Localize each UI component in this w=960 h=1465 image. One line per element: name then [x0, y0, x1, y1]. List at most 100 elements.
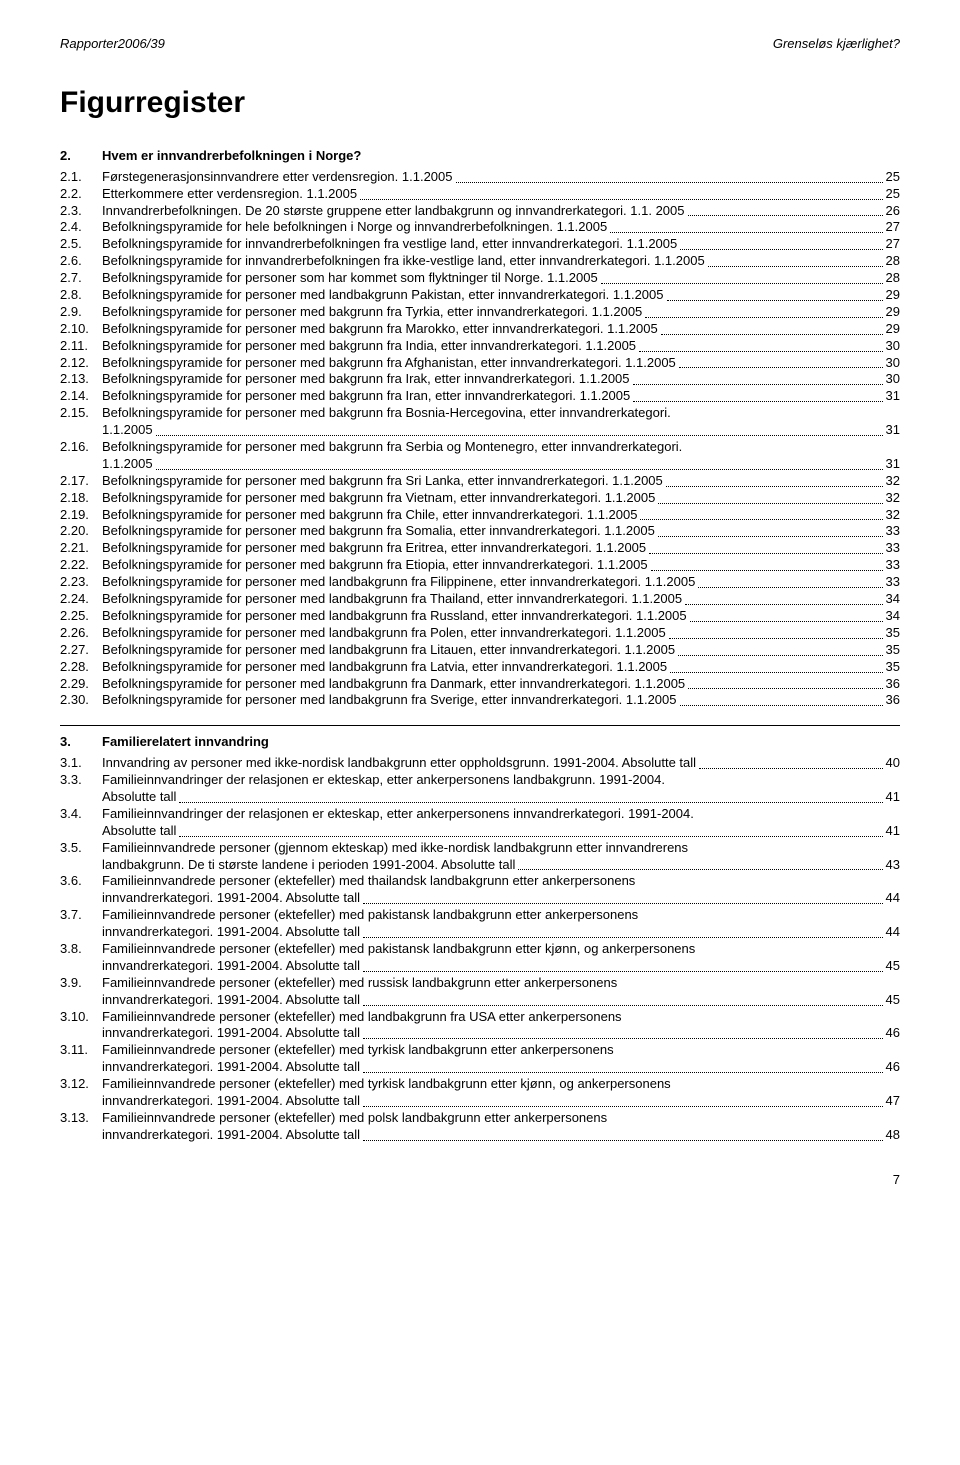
- entry-page: 25: [886, 169, 900, 186]
- entry-page: 31: [886, 388, 900, 405]
- leader-dots: [156, 435, 883, 436]
- leader-dots: [685, 604, 882, 605]
- leader-dots: [679, 367, 883, 368]
- entry-text: Førstegenerasjonsinnvandrere etter verde…: [102, 169, 453, 186]
- entry-text: Familieinnvandrede personer (ektefeller)…: [102, 1009, 622, 1026]
- leader-dots: [658, 536, 883, 537]
- entry-page: 30: [886, 371, 900, 388]
- toc-entry-cont: Absolutte tall41: [60, 823, 900, 840]
- entry-number: 3.9.: [60, 975, 102, 992]
- entry-page: 29: [886, 304, 900, 321]
- section-title: Familierelatert innvandring: [102, 734, 269, 751]
- toc-entry: 3.8.Familieinnvandrede personer (ektefel…: [60, 941, 900, 958]
- entry-text: Familieinnvandrede personer (ektefeller)…: [102, 1110, 607, 1127]
- toc-entry: 2.15.Befolkningspyramide for personer me…: [60, 405, 900, 422]
- entry-number: 2.24.: [60, 591, 102, 608]
- leader-dots: [680, 705, 883, 706]
- toc-entry: 2.23.Befolkningspyramide for personer me…: [60, 574, 900, 591]
- entry-text: Familieinnvandrede personer (gjennom ekt…: [102, 840, 688, 857]
- toc-entry: 3.6.Familieinnvandrede personer (ektefel…: [60, 873, 900, 890]
- toc-entry: 2.29.Befolkningspyramide for personer me…: [60, 676, 900, 693]
- entry-page: 27: [886, 236, 900, 253]
- entry-page: 41: [886, 823, 900, 840]
- toc-entry: 2.24.Befolkningspyramide for personer me…: [60, 591, 900, 608]
- toc-entry-cont: innvandrerkategori. 1991-2004. Absolutte…: [60, 1127, 900, 1144]
- entry-page: 35: [886, 642, 900, 659]
- entry-page: 33: [886, 557, 900, 574]
- leader-dots: [601, 283, 883, 284]
- toc-entry: 2.25.Befolkningspyramide for personer me…: [60, 608, 900, 625]
- entry-text: Befolkningspyramide for personer med bak…: [102, 388, 630, 405]
- header-left: Rapporter2006/39: [60, 36, 165, 53]
- entry-number: 3.6.: [60, 873, 102, 890]
- leader-dots: [456, 182, 883, 183]
- section-title: Hvem er innvandrerbefolkningen i Norge?: [102, 148, 361, 165]
- entry-number: 2.1.: [60, 169, 102, 186]
- entry-text-cont: innvandrerkategori. 1991-2004. Absolutte…: [102, 1127, 360, 1144]
- entry-page: 36: [886, 676, 900, 693]
- entry-page: 32: [886, 473, 900, 490]
- section-number: 3.: [60, 734, 102, 751]
- entry-number: 3.13.: [60, 1110, 102, 1127]
- entry-text: Etterkommere etter verdensregion. 1.1.20…: [102, 186, 357, 203]
- entry-text-cont: 1.1.2005: [102, 422, 153, 439]
- entry-number: 2.15.: [60, 405, 102, 422]
- entry-number: 3.5.: [60, 840, 102, 857]
- entry-page: 46: [886, 1025, 900, 1042]
- toc-entry: 2.28.Befolkningspyramide for personer me…: [60, 659, 900, 676]
- entry-text: Familieinnvandrede personer (ektefeller)…: [102, 907, 638, 924]
- toc-entry-cont: innvandrerkategori. 1991-2004. Absolutte…: [60, 1025, 900, 1042]
- entry-text: Befolkningspyramide for personer med bak…: [102, 371, 630, 388]
- entry-text: Befolkningspyramide for innvandrerbefolk…: [102, 253, 705, 270]
- section-number: 2.: [60, 148, 102, 165]
- leader-dots: [670, 672, 882, 673]
- entry-text: Befolkningspyramide for personer med lan…: [102, 608, 687, 625]
- page-number: 7: [60, 1172, 900, 1189]
- toc-entry: 2.2.Etterkommere etter verdensregion. 1.…: [60, 186, 900, 203]
- toc-entry-cont: Absolutte tall41: [60, 789, 900, 806]
- leader-dots: [649, 553, 882, 554]
- toc-entry: 2.17.Befolkningspyramide for personer me…: [60, 473, 900, 490]
- entry-number: 2.30.: [60, 692, 102, 709]
- leader-dots: [651, 570, 883, 571]
- page-title: Figurregister: [60, 83, 900, 122]
- toc-entry: 2.5.Befolkningspyramide for innvandrerbe…: [60, 236, 900, 253]
- entry-text: Befolkningspyramide for personer med bak…: [102, 321, 658, 338]
- entry-text-cont: Absolutte tall: [102, 789, 176, 806]
- entry-number: 2.23.: [60, 574, 102, 591]
- leader-dots: [699, 768, 882, 769]
- entry-number: 2.10.: [60, 321, 102, 338]
- leader-dots: [708, 266, 883, 267]
- entry-text: Befolkningspyramide for personer med bak…: [102, 523, 655, 540]
- leader-dots: [640, 519, 882, 520]
- entry-page: 30: [886, 355, 900, 372]
- entry-page: 35: [886, 625, 900, 642]
- toc-entry: 2.16.Befolkningspyramide for personer me…: [60, 439, 900, 456]
- entry-text: Innvandrerbefolkningen. De 20 største gr…: [102, 203, 685, 220]
- entry-number: 2.11.: [60, 338, 102, 355]
- toc-entry: 2.4.Befolkningspyramide for hele befolkn…: [60, 219, 900, 236]
- leader-dots: [360, 199, 882, 200]
- toc-entry: 2.18.Befolkningspyramide for personer me…: [60, 490, 900, 507]
- toc-entry-cont: 1.1.200531: [60, 456, 900, 473]
- entry-text: Familieinnvandrede personer (ektefeller)…: [102, 1042, 614, 1059]
- entry-page: 34: [886, 591, 900, 608]
- entry-text: Familieinnvandrede personer (ektefeller)…: [102, 1076, 671, 1093]
- toc-entry: 3.3.Familieinnvandringer der relasjonen …: [60, 772, 900, 789]
- entry-text: Befolkningspyramide for personer med lan…: [102, 692, 677, 709]
- leader-dots: [363, 937, 883, 938]
- entry-number: 2.26.: [60, 625, 102, 642]
- entry-text-cont: innvandrerkategori. 1991-2004. Absolutte…: [102, 1059, 360, 1076]
- entry-number: 2.12.: [60, 355, 102, 372]
- entry-text-cont: innvandrerkategori. 1991-2004. Absolutte…: [102, 890, 360, 907]
- toc-entry: 2.11.Befolkningspyramide for personer me…: [60, 338, 900, 355]
- entry-text: Befolkningspyramide for personer med bak…: [102, 507, 637, 524]
- entry-page: 33: [886, 540, 900, 557]
- leader-dots: [363, 1072, 883, 1073]
- toc-entry-cont: innvandrerkategori. 1991-2004. Absolutte…: [60, 1093, 900, 1110]
- entry-page: 31: [886, 456, 900, 473]
- entry-number: 2.4.: [60, 219, 102, 236]
- toc-entry: 2.12.Befolkningspyramide for personer me…: [60, 355, 900, 372]
- entry-number: 2.18.: [60, 490, 102, 507]
- leader-dots: [698, 587, 882, 588]
